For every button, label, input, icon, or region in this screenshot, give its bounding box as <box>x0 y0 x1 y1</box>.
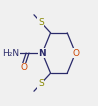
Text: N: N <box>38 49 46 57</box>
Text: S: S <box>38 18 44 27</box>
Text: S: S <box>38 79 44 88</box>
Text: H₂N: H₂N <box>2 49 20 57</box>
Text: O: O <box>20 63 27 72</box>
Text: O: O <box>72 49 79 57</box>
